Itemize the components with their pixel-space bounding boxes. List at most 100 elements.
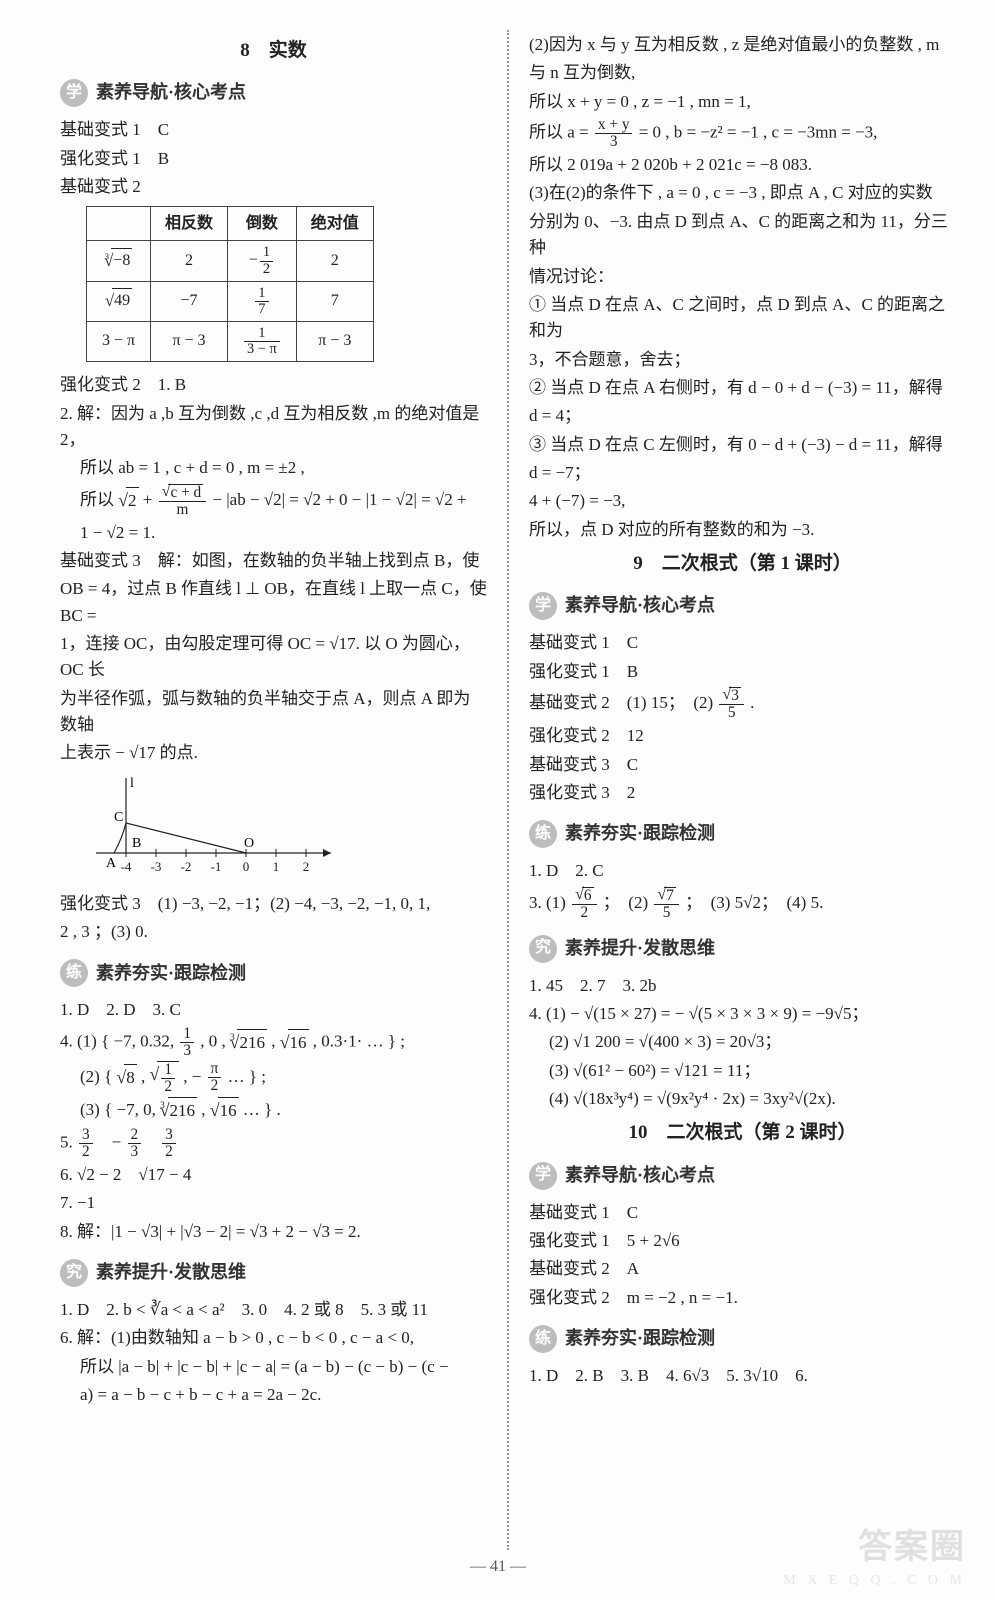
th0 <box>87 207 151 241</box>
jiu-head-8: 究 素养提升·发散思维 <box>60 1259 487 1287</box>
svg-text:1: 1 <box>273 859 280 874</box>
base3a: 基础变式 3 解：如图，在数轴的负半轴上找到点 B，使 <box>60 548 487 574</box>
th1: 相反数 <box>151 207 228 241</box>
cell: 3√−8 <box>87 241 151 281</box>
l4b: (2) { √8 , √12 , − π2 … } ; <box>60 1061 487 1095</box>
r-j4d: (4) √(18x³y⁴) = √(9x²y⁴ · 2x) = 3xy²√(2x… <box>529 1086 956 1112</box>
q2c: 所以 √2 + √c + dm − |ab − √2| = √2 + 0 − |… <box>60 484 487 518</box>
xue-head-10: 学 素养导航·核心考点 <box>529 1162 956 1190</box>
cell: 17 <box>228 281 297 321</box>
r-b1: 基础变式 1 C <box>529 630 956 656</box>
r-j4b: (2) √1 200 = √(400 × 3) = 20√3； <box>529 1029 956 1055</box>
r-p1: (2)因为 x 与 y 互为相反数 , z 是绝对值最小的负整数 , m <box>529 32 956 58</box>
lian-head-9: 练 素养夯实·跟踪检测 <box>529 820 956 848</box>
svg-text:-3: -3 <box>151 859 162 874</box>
left-column: 8 实数 学 素养导航·核心考点 基础变式 1 C 强化变式 1 B 基础变式 … <box>60 30 487 1550</box>
j6c: a) = a − b − c + b − c + a = 2a − 2c. <box>60 1382 487 1408</box>
j6b: 所以 |a − b| + |c − b| + |c − a| = (a − b)… <box>60 1354 487 1380</box>
r-j1: 1. 45 2. 7 3. 2b <box>529 973 956 999</box>
table-row: √49 −7 17 7 <box>87 281 374 321</box>
watermark: 答案圈 <box>858 1521 966 1574</box>
q2c-pre: 所以 <box>80 490 114 509</box>
jiu-head-text: 素养提升·发散思维 <box>565 935 715 963</box>
cell: −7 <box>151 281 228 321</box>
r-p10: 3，不合题意，舍去； <box>529 347 956 373</box>
xue-icon: 学 <box>60 79 88 107</box>
svg-text:O: O <box>244 836 254 851</box>
th3: 绝对值 <box>296 207 373 241</box>
base3e: 上表示 − √17 的点. <box>60 740 487 766</box>
r-p5: 所以 2 019a + 2 020b + 2 021c = −8 083. <box>529 152 956 178</box>
q2a: 2. 解：因为 a ,b 互为倒数 ,c ,d 互为相反数 ,m 的绝对值是 2… <box>60 401 487 454</box>
r-l3: 3. (1) √62 ； (2) √75 ； (3) 5√2； (4) 5. <box>529 887 956 921</box>
r-j4c: (3) √(61² − 60²) = √121 = 11； <box>529 1058 956 1084</box>
r-p9: ① 当点 D 在点 A、C 之间时，点 D 到点 A、C 的距离之和为 <box>529 292 956 345</box>
xue-head-text: 素养导航·核心考点 <box>565 592 715 620</box>
jiu-icon: 究 <box>529 935 557 963</box>
svg-text:A: A <box>106 856 117 871</box>
lian-icon: 练 <box>529 1325 557 1353</box>
right-column: (2)因为 x 与 y 互为相反数 , z 是绝对值最小的负整数 , m 与 n… <box>529 30 956 1550</box>
base1: 基础变式 1 C <box>60 117 487 143</box>
cell: 2 <box>296 241 373 281</box>
l7: 7. −1 <box>60 1190 487 1216</box>
svg-text:-4: -4 <box>121 859 132 874</box>
l4c: (3) { −7, 0, 3√216 , √16 … } . <box>60 1097 487 1125</box>
t10b2: 基础变式 2 A <box>529 1256 956 1282</box>
svg-text:l: l <box>130 776 134 791</box>
j1: 1. D 2. b < ∛a < a < a² 3. 0 4. 2 或 8 5.… <box>60 1297 487 1323</box>
q2b: 所以 ab = 1 , c + d = 0 , m = ±2 , <box>60 455 487 481</box>
lian-head-text: 素养夯实·跟踪检测 <box>565 1325 715 1353</box>
t10s2: 强化变式 2 m = −2 , n = −1. <box>529 1285 956 1311</box>
cell: 3 − π <box>87 321 151 361</box>
l4a: 4. (1) { −7, 0.32, 13 , 0 , 3√216 , √16 … <box>60 1026 487 1059</box>
r-l1: 1. D 2. C <box>529 858 956 884</box>
lian-head-text: 素养夯实·跟踪检测 <box>565 820 715 848</box>
strong2-1: 强化变式 2 1. B <box>60 372 487 398</box>
jiu-head-text: 素养提升·发散思维 <box>96 1259 246 1287</box>
q2c-mid: + <box>143 490 157 509</box>
xue-head-8: 学 素养导航·核心考点 <box>60 79 487 107</box>
r-p15: 4 + (−7) = −3, <box>529 488 956 514</box>
q2d: 1 − √2 = 1. <box>60 520 487 546</box>
lian-icon: 练 <box>529 820 557 848</box>
r-p13: ③ 当点 D 在点 C 左侧时，有 0 − d + (−3) − d = 11，… <box>529 432 956 458</box>
watermark-sub: M X E Q Q . C O M <box>783 1570 966 1592</box>
number-line-diagram: -4 -3 -2 -1 0 1 2 l C B O A <box>86 773 346 883</box>
r-b2: 基础变式 2 (1) 15； (2) √35 . <box>529 687 956 721</box>
xue-icon: 学 <box>529 592 557 620</box>
r-p6: (3)在(2)的条件下 , a = 0 , c = −3 , 即点 A , C … <box>529 180 956 206</box>
r-l3b: ； (2) <box>603 892 653 911</box>
strong1: 强化变式 1 B <box>60 146 487 172</box>
cell: 7 <box>296 281 373 321</box>
lian-icon: 练 <box>60 959 88 987</box>
t10l: 1. D 2. B 3. B 4. 6√3 5. 3√10 6. <box>529 1363 956 1389</box>
r-s1: 强化变式 1 B <box>529 659 956 685</box>
base2: 基础变式 2 <box>60 174 487 200</box>
r-p2: 与 n 互为倒数, <box>529 60 956 86</box>
r-p16: 所以，点 D 对应的所有整数的和为 −3. <box>529 517 956 543</box>
r-s3: 强化变式 3 2 <box>529 780 956 806</box>
r-p4a: 所以 a = <box>529 122 593 141</box>
table-row: 3 − π π − 3 13 − π π − 3 <box>87 321 374 361</box>
cell: √49 <box>87 281 151 321</box>
q2c-tail: − |ab − √2| = √2 + 0 − |1 − √2| = √2 + <box>212 490 466 509</box>
t10b1: 基础变式 1 C <box>529 1200 956 1226</box>
xue-icon: 学 <box>529 1162 557 1190</box>
svg-text:-1: -1 <box>211 859 222 874</box>
column-divider <box>507 30 509 1550</box>
cell: −12 <box>228 241 297 281</box>
table-1: 相反数 倒数 绝对值 3√−8 2 −12 2 √49 −7 17 7 3 − … <box>86 206 374 362</box>
r-b3: 基础变式 3 C <box>529 752 956 778</box>
strong3b: 2 , 3 ；(3) 0. <box>60 919 487 945</box>
xue-head-9: 学 素养导航·核心考点 <box>529 592 956 620</box>
jiu-head-9: 究 素养提升·发散思维 <box>529 935 956 963</box>
cell: 2 <box>151 241 228 281</box>
svg-text:2: 2 <box>303 859 310 874</box>
cell: π − 3 <box>151 321 228 361</box>
r-p12: d = 4； <box>529 403 956 429</box>
xue-head-text: 素养导航·核心考点 <box>96 79 246 107</box>
r-s2: 强化变式 2 12 <box>529 723 956 749</box>
l5: 5. 32 − 23 32 <box>60 1127 487 1160</box>
lian-head-text: 素养夯实·跟踪检测 <box>96 960 246 988</box>
